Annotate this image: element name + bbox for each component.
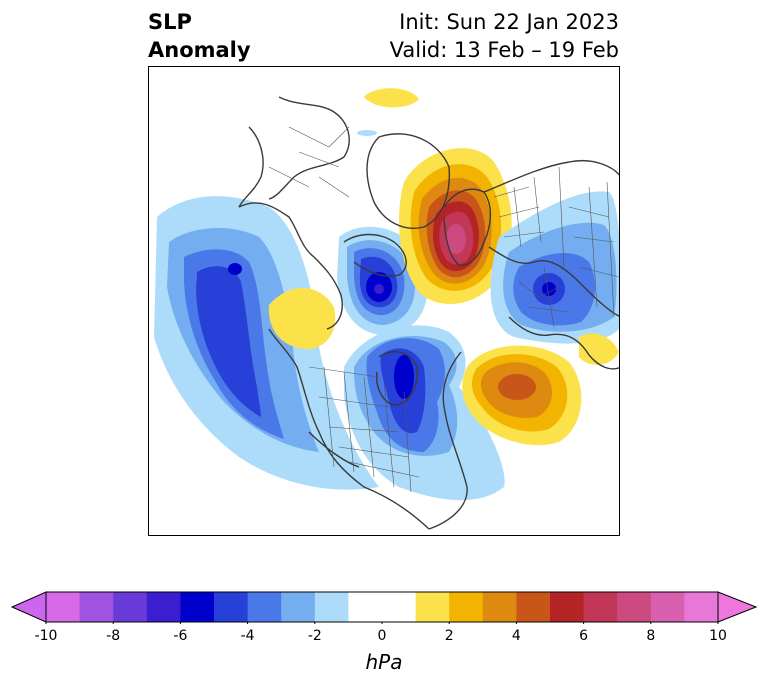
coastline-scandinavia — [443, 188, 492, 266]
coastline-europe — [508, 316, 619, 370]
init-date: Init: Sun 22 Jan 2023 — [399, 10, 619, 34]
eurasia-high — [399, 148, 512, 304]
political-borders — [268, 126, 619, 493]
colorbar-swatch — [113, 592, 148, 622]
colorbar — [10, 590, 758, 628]
anomaly-core — [394, 355, 414, 399]
colorbar-swatch — [684, 592, 719, 622]
canada-low — [344, 325, 505, 501]
colorbar-extend-low — [10, 591, 47, 623]
colorbar-swatch — [348, 592, 383, 622]
coastline-kamchatka — [238, 126, 264, 208]
title-subtitle: Anomaly — [148, 38, 251, 62]
colorbar-swatch — [449, 592, 484, 622]
colorbar-tick-label: -2 — [307, 628, 322, 644]
colorbar-tick-label: 10 — [709, 628, 727, 644]
colorbar-swatch — [281, 592, 316, 622]
coastline-arctic-islands — [343, 233, 407, 277]
anomaly-contour — [196, 266, 261, 417]
colorbar-tick-label: 8 — [646, 628, 656, 644]
map-dates: Init: Sun 22 Jan 2023 Valid: 13 Feb – 19… — [390, 8, 619, 64]
colorbar-swatch — [550, 592, 585, 622]
colorbar-extend-high — [717, 591, 758, 623]
colorbar-swatch — [146, 592, 181, 622]
anomaly-core — [374, 284, 384, 294]
colorbar-tick-label: -10 — [34, 628, 58, 644]
colorbar-swatch — [650, 592, 685, 622]
slp-anomaly-map — [154, 88, 619, 530]
coastline-siberia-north — [268, 96, 350, 200]
colorbar-swatch — [79, 592, 114, 622]
map-panel — [148, 66, 620, 536]
north-pacific-low — [154, 196, 379, 490]
colorbar-tick-label: 2 — [444, 628, 454, 644]
colorbar-tick-label: 6 — [579, 628, 589, 644]
valid-range: Valid: 13 Feb – 19 Feb — [389, 38, 619, 62]
coastline-hudson-bay — [376, 351, 418, 406]
colorbar-unit: hPa — [365, 650, 403, 674]
map-title: SLP Anomaly — [148, 8, 251, 64]
asia-high — [579, 333, 619, 365]
coastline-north-america — [268, 328, 468, 530]
colorbar-tick-label: 4 — [511, 628, 521, 644]
coastline-eurasia — [483, 160, 619, 317]
colorbar-graphic — [10, 591, 758, 624]
coastline-alaska — [238, 202, 343, 330]
colorbar-swatch — [516, 592, 551, 622]
colorbar-tick-label: -8 — [106, 628, 121, 644]
colorbar-swatch — [482, 592, 517, 622]
colorbar-swatch — [214, 592, 249, 622]
colorbar-swatch — [247, 592, 282, 622]
anomaly-core — [446, 224, 466, 254]
greenland-low-small — [357, 130, 377, 136]
coastline-greenland — [366, 133, 451, 229]
west-coast-high — [268, 287, 336, 349]
colorbar-swatch — [46, 592, 81, 622]
colorbar-swatch — [382, 592, 417, 622]
anomaly-core — [228, 263, 242, 275]
greenland-high — [364, 88, 419, 108]
colorbar-swatch — [314, 592, 349, 622]
anomaly-core — [542, 282, 556, 296]
colorbar-tick-label: -4 — [240, 628, 255, 644]
colorbar-swatch — [180, 592, 215, 622]
anomaly-contour — [268, 287, 336, 349]
atlantic-high — [462, 345, 582, 446]
anomaly-core — [498, 374, 536, 400]
coastlines — [238, 96, 619, 530]
colorbar-tick-label: -6 — [173, 628, 188, 644]
colorbar-swatch — [415, 592, 450, 622]
colorbar-tick-label: 0 — [377, 628, 387, 644]
title-variable: SLP — [148, 10, 192, 34]
europe-low — [490, 191, 619, 344]
colorbar-swatch — [617, 592, 652, 622]
colorbar-swatch — [583, 592, 618, 622]
